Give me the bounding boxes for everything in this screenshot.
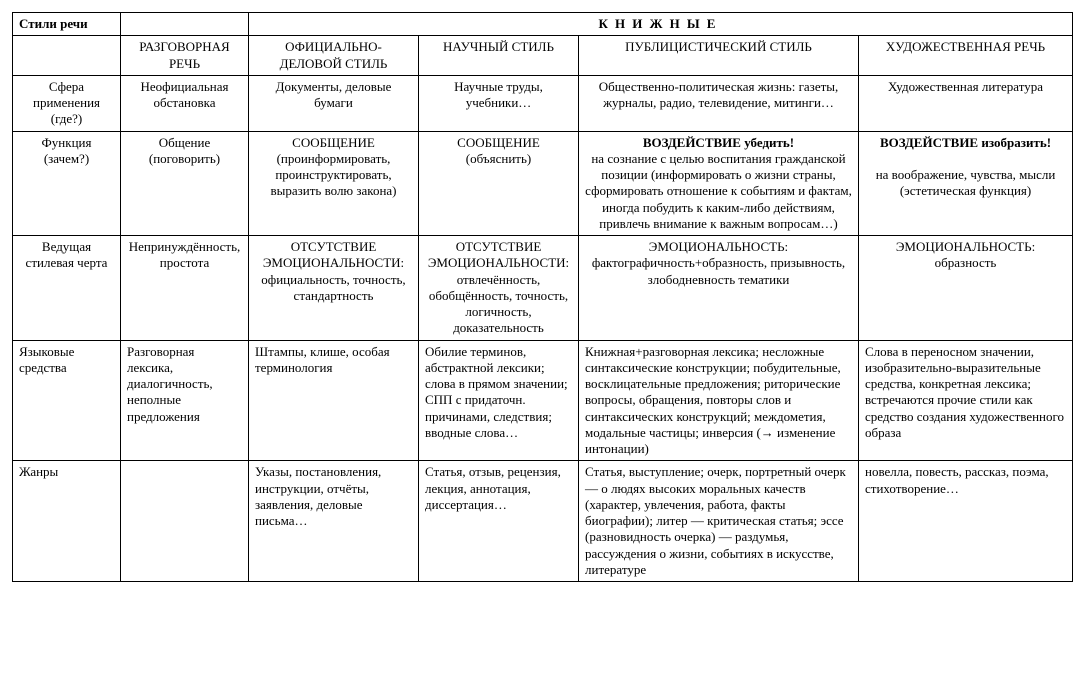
cell-bold: ВОЗДЕЙСТВИЕ убедить! [643,135,794,150]
styles-table: Стили речи КНИЖНЫЕ РАЗГОВОРНАЯ РЕЧЬ ОФИЦ… [12,12,1073,582]
cell: Штампы, клише, особая терминология [249,340,419,461]
cell: Общественно-политическая жизнь: газеты, … [579,75,859,131]
col-official: ОФИЦИАЛЬНО-ДЕЛОВОЙ СТИЛЬ [249,36,419,76]
header-row-2: РАЗГОВОРНАЯ РЕЧЬ ОФИЦИАЛЬНО-ДЕЛОВОЙ СТИЛ… [13,36,1073,76]
cell: ЭМОЦИОНАЛЬНОСТЬ: образность [859,236,1073,341]
row-label: Функция (зачем?) [13,131,121,236]
cell: Статья, выступление; очерк, портретный о… [579,461,859,582]
cell: Научные труды, учебники… [419,75,579,131]
cell: Общение (поговорить) [121,131,249,236]
cell: Документы, деловые бумаги [249,75,419,131]
cell: Слова в переносном значении, изобразител… [859,340,1073,461]
cell: Разговорная лексика, диалогичность, непо… [121,340,249,461]
cell: Обилие терминов, абстрактной лексики; сл… [419,340,579,461]
cell: Статья, отзыв, рецензия, лекция, аннотац… [419,461,579,582]
cell: ВОЗДЕЙСТВИЕ убедить! на сознание с целью… [579,131,859,236]
row-label: Языковые средства [13,340,121,461]
col-artistic: ХУДОЖЕСТВЕННАЯ РЕЧЬ [859,36,1073,76]
row-sphere: Сфера применения (где?) Неофициальная об… [13,75,1073,131]
row-means: Языковые средства Разговорная лексика, д… [13,340,1073,461]
cell: ЭМОЦИОНАЛЬНОСТЬ: фактографичность+образн… [579,236,859,341]
row-label: Жанры [13,461,121,582]
cell: Указы, постановления, инструкции, отчёты… [249,461,419,582]
cell: Художественная литература [859,75,1073,131]
cell: Книжная+разговорная лексика; несложные с… [579,340,859,461]
cell: новелла, повесть, рассказ, поэма, стихот… [859,461,1073,582]
cell [121,461,249,582]
cell: Неофициальная обстановка [121,75,249,131]
corner-cell: Стили речи [13,13,121,36]
cell: ОТСУТСТВИЕ ЭМОЦИОНАЛЬНОСТИ: официальност… [249,236,419,341]
group-title: КНИЖНЫЕ [249,13,1073,36]
cell: СООБЩЕНИЕ (проинформировать, проинструкт… [249,131,419,236]
cell: ОТСУТСТВИЕ ЭМОЦИОНАЛЬНОСТИ: отвлечённост… [419,236,579,341]
cell-rest: на сознание с целью воспитания гражданск… [585,151,852,231]
cell: ВОЗДЕЙСТВИЕ изобразить! на воображение, … [859,131,1073,236]
empty-header-cell [121,13,249,36]
row-trait: Ведущая стилевая черта Непринуждённость,… [13,236,1073,341]
empty-rowhead [13,36,121,76]
row-label: Сфера применения (где?) [13,75,121,131]
col-colloquial: РАЗГОВОРНАЯ РЕЧЬ [121,36,249,76]
col-scientific: НАУЧНЫЙ СТИЛЬ [419,36,579,76]
row-label: Ведущая стилевая черта [13,236,121,341]
cell: СООБЩЕНИЕ (объяснить) [419,131,579,236]
header-row-1: Стили речи КНИЖНЫЕ [13,13,1073,36]
cell-rest: на воображение, чувства, мысли (эстетиче… [876,167,1056,198]
col-publicist: ПУБЛИЦИСТИЧЕСКИЙ СТИЛЬ [579,36,859,76]
row-function: Функция (зачем?) Общение (поговорить) СО… [13,131,1073,236]
cell: Непринуждённость, простота [121,236,249,341]
row-genres: Жанры Указы, постановления, инструкции, … [13,461,1073,582]
cell-bold: ВОЗДЕЙСТВИЕ изобразить! [880,135,1051,150]
